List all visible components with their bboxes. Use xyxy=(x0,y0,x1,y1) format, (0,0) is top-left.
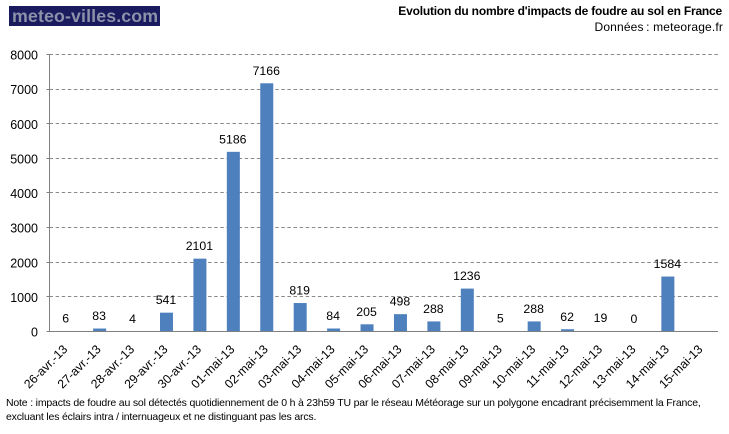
svg-text:3000: 3000 xyxy=(10,222,38,236)
svg-text:7166: 7166 xyxy=(253,64,281,78)
svg-text:19: 19 xyxy=(594,311,608,325)
svg-text:5: 5 xyxy=(497,312,504,326)
svg-text:1000: 1000 xyxy=(10,291,38,305)
svg-text:2000: 2000 xyxy=(10,256,38,270)
svg-text:8000: 8000 xyxy=(10,49,38,63)
svg-text:1584: 1584 xyxy=(654,257,682,271)
svg-text:541: 541 xyxy=(156,293,177,307)
svg-text:4000: 4000 xyxy=(10,187,38,201)
svg-text:83: 83 xyxy=(92,309,106,323)
svg-text:0: 0 xyxy=(631,312,638,326)
svg-text:205: 205 xyxy=(356,305,377,319)
svg-text:1236: 1236 xyxy=(453,269,481,283)
svg-text:7000: 7000 xyxy=(10,83,38,97)
svg-text:6: 6 xyxy=(62,312,69,326)
svg-text:288: 288 xyxy=(423,302,444,316)
svg-text:288: 288 xyxy=(523,302,544,316)
svg-text:84: 84 xyxy=(326,309,340,323)
svg-text:62: 62 xyxy=(560,310,574,324)
svg-text:2101: 2101 xyxy=(186,239,214,253)
svg-text:0: 0 xyxy=(31,326,38,340)
svg-text:5000: 5000 xyxy=(10,152,38,166)
svg-text:498: 498 xyxy=(390,295,411,309)
svg-text:819: 819 xyxy=(289,284,310,298)
svg-text:5186: 5186 xyxy=(219,132,247,146)
svg-text:4: 4 xyxy=(129,312,136,326)
svg-text:6000: 6000 xyxy=(10,118,38,132)
